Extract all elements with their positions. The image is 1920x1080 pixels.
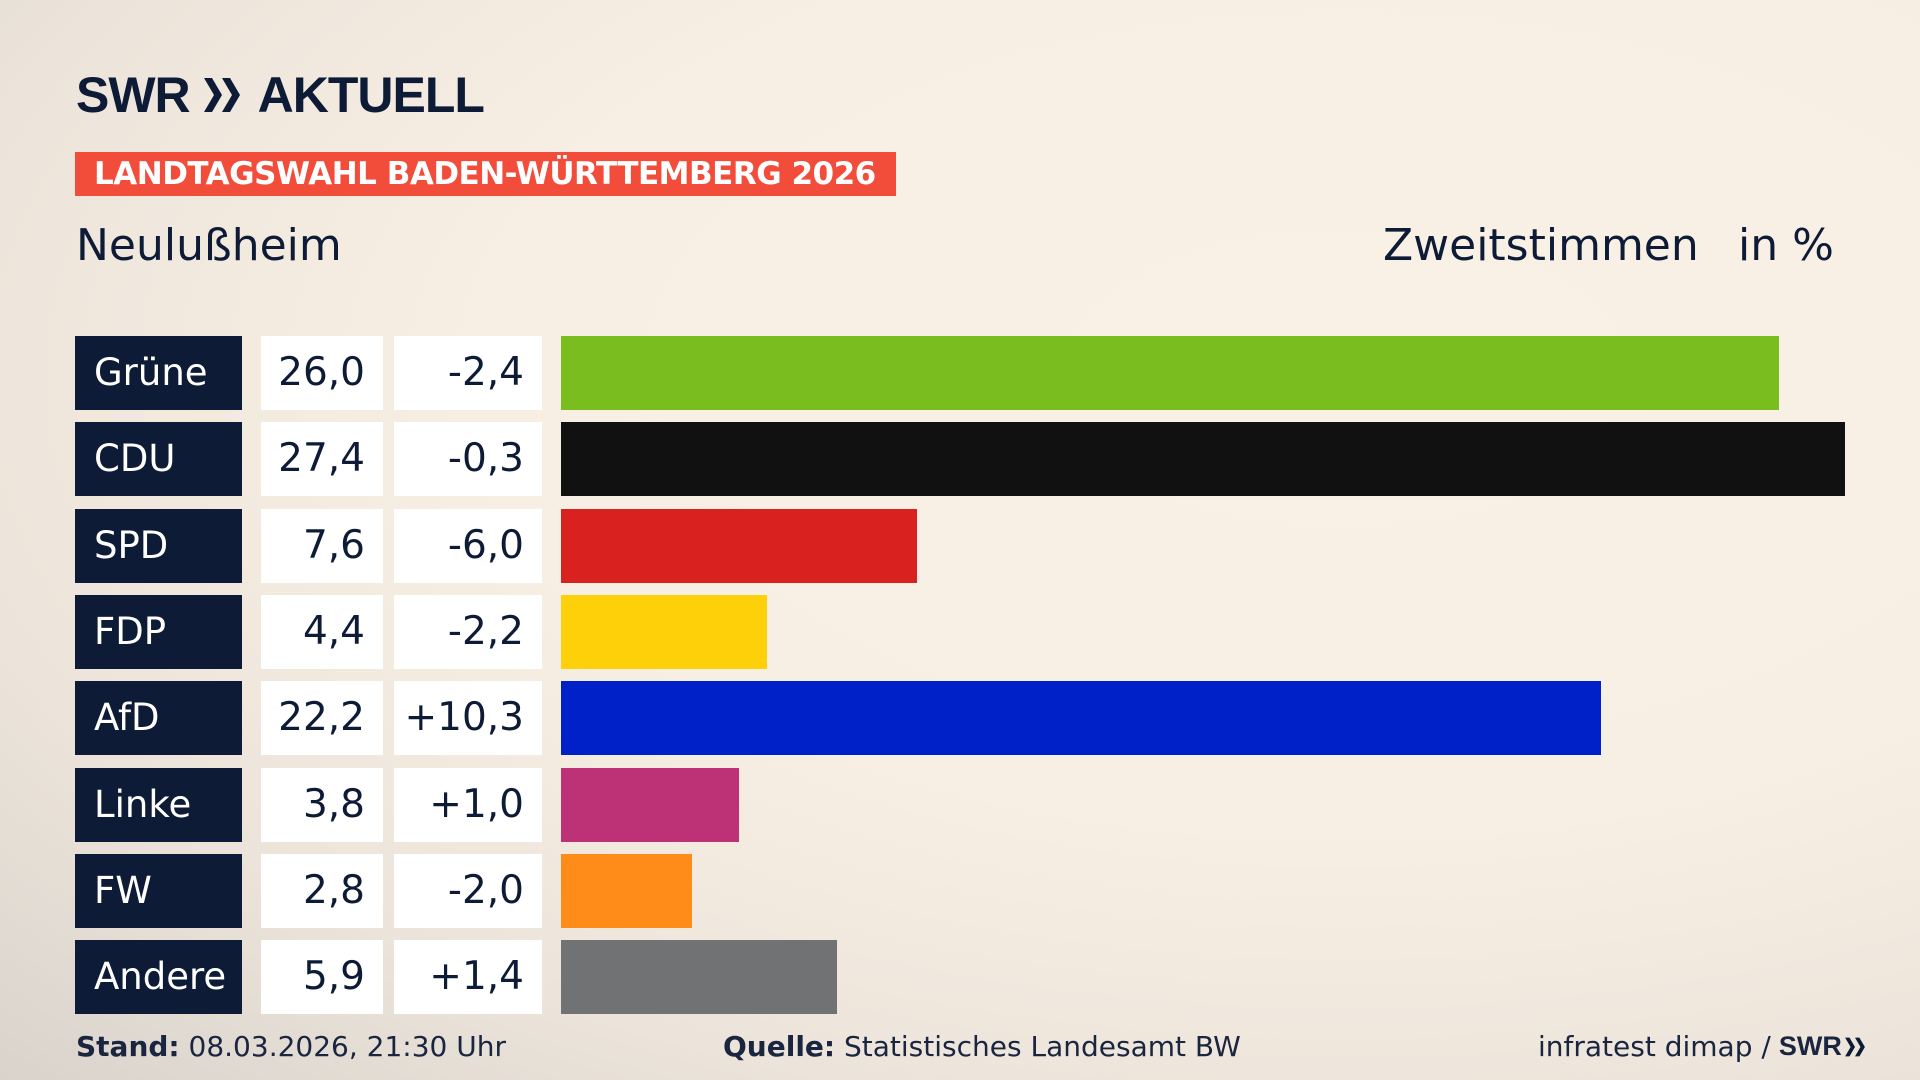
election-banner: LANDTAGSWAHL BADEN-WÜRTTEMBERG 2026 xyxy=(75,152,896,196)
party-label: AfD xyxy=(75,681,242,756)
value-label: 4,4 xyxy=(261,594,383,669)
chart-row: FW 2,8 -2,0 xyxy=(0,853,1920,928)
diff-label: +1,0 xyxy=(394,767,542,842)
source-value: Statistisches Landesamt BW xyxy=(844,1030,1241,1063)
place-title: Neulußheim xyxy=(76,220,342,271)
diff-label: -2,2 xyxy=(394,594,542,669)
metric-label: Zweitstimmen xyxy=(1383,220,1699,271)
bar xyxy=(561,422,1845,497)
footer-credit: infratest dimap / SWR xyxy=(1538,1030,1866,1063)
bar xyxy=(561,594,768,669)
diff-label: -0,3 xyxy=(394,422,542,497)
double-chevron-icon xyxy=(203,78,240,112)
credit-text: infratest dimap / xyxy=(1538,1030,1771,1063)
stand-value: 08.03.2026, 21:30 Uhr xyxy=(188,1030,506,1063)
party-label: Grüne xyxy=(75,336,242,410)
value-label: 22,2 xyxy=(261,681,383,756)
stand-label: Stand: xyxy=(76,1030,180,1063)
bar xyxy=(561,853,693,928)
diff-label: -2,0 xyxy=(394,853,542,928)
party-label: Andere xyxy=(75,940,242,1015)
chart-row: AfD 22,2 +10,3 xyxy=(0,681,1920,756)
bar xyxy=(561,681,1602,756)
chart-row: Grüne 26,0 -2,4 xyxy=(0,336,1920,410)
value-label: 27,4 xyxy=(261,422,383,497)
value-label: 5,9 xyxy=(261,940,383,1015)
footer-stand: Stand: 08.03.2026, 21:30 Uhr xyxy=(76,1030,506,1063)
value-label: 7,6 xyxy=(261,508,383,583)
unit-label: in % xyxy=(1738,220,1834,271)
swr-aktuell-logo: SWR AKTUELL xyxy=(76,66,485,124)
party-label: CDU xyxy=(75,422,242,497)
bar xyxy=(561,508,918,583)
chart-row: FDP 4,4 -2,2 xyxy=(0,594,1920,669)
source-label: Quelle: xyxy=(723,1030,836,1063)
value-label: 2,8 xyxy=(261,853,383,928)
party-label: FW xyxy=(75,853,242,928)
diff-label: +10,3 xyxy=(394,681,542,756)
diff-label: -2,4 xyxy=(394,336,542,410)
bar xyxy=(561,336,1780,410)
chart-row: Andere 5,9 +1,4 xyxy=(0,940,1920,1015)
party-label: SPD xyxy=(75,508,242,583)
party-label: FDP xyxy=(75,594,242,669)
value-label: 3,8 xyxy=(261,767,383,842)
diff-label: -6,0 xyxy=(394,508,542,583)
logo-swr: SWR xyxy=(76,67,191,123)
bar xyxy=(561,767,740,842)
diff-label: +1,4 xyxy=(394,940,542,1015)
party-label: Linke xyxy=(75,767,242,842)
chart-row: SPD 7,6 -6,0 xyxy=(0,508,1920,583)
bar xyxy=(561,940,838,1015)
swr-small-logo: SWR xyxy=(1778,1031,1842,1061)
footer-source: Quelle: Statistisches Landesamt BW xyxy=(723,1030,1241,1063)
double-chevron-icon xyxy=(1844,1037,1865,1056)
chart-row: CDU 27,4 -0,3 xyxy=(0,422,1920,497)
logo-aktuell: AKTUELL xyxy=(257,67,485,123)
chart-row: Linke 3,8 +1,0 xyxy=(0,767,1920,842)
value-label: 26,0 xyxy=(261,336,383,410)
